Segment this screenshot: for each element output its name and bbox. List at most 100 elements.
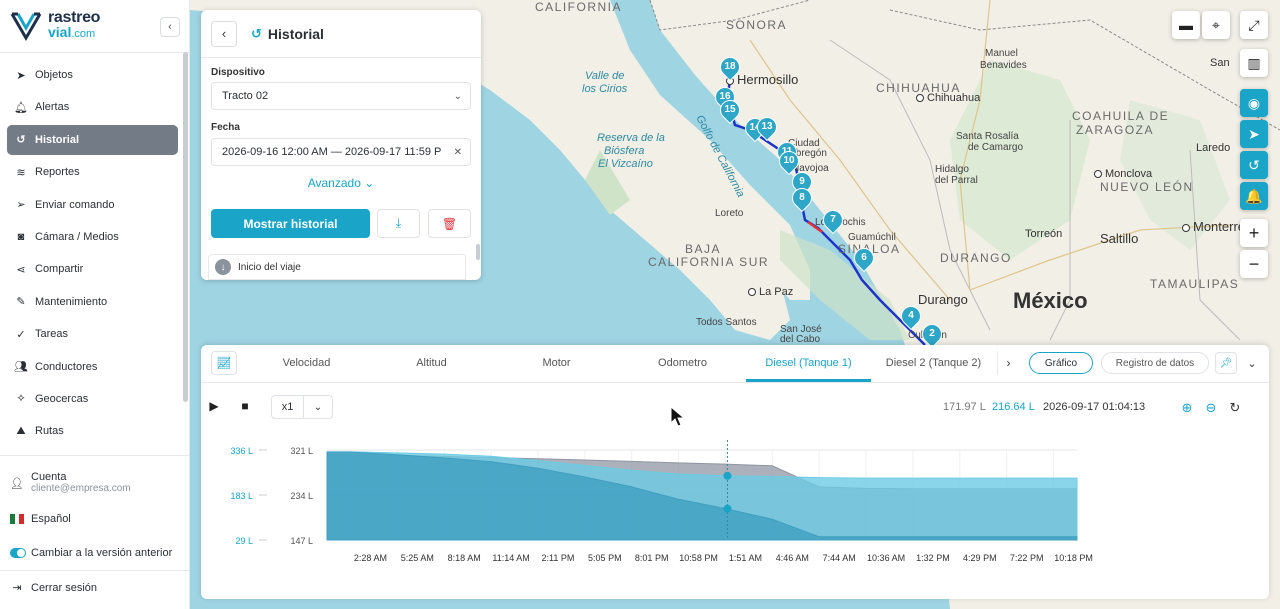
- device-select[interactable]: Tracto 02 ⌄: [211, 82, 471, 110]
- view-chart-button[interactable]: Gráfico: [1029, 352, 1093, 374]
- map-layers-icon[interactable]: ▥: [1240, 49, 1268, 77]
- tab-diesel-tanque-1[interactable]: Diesel (Tanque 1): [746, 345, 871, 382]
- map-label-nuevo-leon: NUEVO LEÓN: [1100, 180, 1194, 194]
- x-tick-label: 1:32 PM: [916, 553, 950, 563]
- sidebar-item-label: Alertas: [35, 101, 70, 114]
- route-marker-16[interactable]: 16: [710, 82, 740, 113]
- delete-button[interactable]: 🗑︎: [428, 209, 471, 238]
- left-tick-label: 29 L: [235, 536, 253, 546]
- sidebar-item-geocercas[interactable]: ⟡ Geocercas: [7, 384, 178, 414]
- sidebar-item-label: Tareas: [35, 328, 69, 341]
- show-history-button[interactable]: Mostrar historial: [211, 209, 370, 238]
- advanced-toggle[interactable]: Avanzado ⌄: [201, 176, 481, 190]
- tab-diesel-tanque-2[interactable]: Diesel 2 (Tanque 2): [885, 357, 982, 369]
- collapse-panel-button[interactable]: ⌄: [1241, 352, 1263, 374]
- zoom-in-icon[interactable]: +: [1240, 219, 1268, 247]
- chart-reset-icon[interactable]: ↻: [1229, 400, 1241, 415]
- language-label: Español: [31, 513, 71, 525]
- sidebar-item-reportes[interactable]: ≋ Reportes: [7, 157, 178, 187]
- sidebar-item-rutas[interactable]: ⛰︎ Rutas: [7, 416, 178, 446]
- trip-start-item[interactable]: ↓ Inicio del viaje: [208, 254, 466, 280]
- binoculars-icon[interactable]: ◉: [1240, 89, 1268, 117]
- chevron-down-icon: ⌄: [313, 401, 323, 413]
- logout-label: Cerrar sesión: [31, 581, 98, 594]
- tab-motor[interactable]: Motor: [542, 357, 571, 369]
- logout-item[interactable]: ⇥ Cerrar sesión: [10, 581, 180, 595]
- map-city-monclova: Monclova: [1094, 168, 1152, 180]
- playback-speed-select[interactable]: x1 ⌄: [271, 395, 333, 419]
- map-label-coahuila: COAHUILA DE: [1072, 109, 1170, 123]
- x-tick-label: 8:18 AM: [448, 553, 481, 563]
- route-marker-4[interactable]: 4: [896, 301, 926, 332]
- readout-blue-value: 216.64 L: [992, 401, 1035, 413]
- sidebar-item-mantenimiento[interactable]: ✎ Mantenimiento: [7, 287, 178, 317]
- ruler-icon[interactable]: ▬: [1172, 11, 1200, 39]
- clear-icon[interactable]: ✕: [453, 146, 462, 158]
- route-marker-10[interactable]: 10: [774, 146, 804, 177]
- sidebar-item-alertas[interactable]: 🔔︎ Alertas: [7, 92, 178, 122]
- sidebar-scrollbar[interactable]: [183, 52, 188, 402]
- view-log-button[interactable]: Registro de datos: [1101, 352, 1209, 374]
- map-city-hidalgo: Hidalgo: [935, 164, 969, 175]
- route-marker-6[interactable]: 6: [849, 243, 879, 274]
- pin-button[interactable]: 📌︎: [1215, 352, 1237, 374]
- route-marker-14[interactable]: 14: [740, 113, 770, 144]
- map-label-california: CALIFORNIA: [535, 0, 623, 14]
- mouse-cursor-icon: [670, 406, 686, 427]
- route-marker-8[interactable]: 8: [787, 183, 817, 214]
- x-tick-label: 4:46 AM: [776, 553, 809, 563]
- alert-bell-icon[interactable]: 🔔: [1240, 182, 1268, 210]
- route-marker-13[interactable]: 13: [752, 112, 782, 143]
- device-label: Dispositivo: [211, 67, 265, 78]
- x-tick-label: 7:44 AM: [823, 553, 856, 563]
- account-item[interactable]: 👤︎ Cuenta cliente@empresa.com: [10, 471, 180, 495]
- download-button[interactable]: ⤓: [377, 209, 420, 238]
- map-water-reserva: Reserva de la: [597, 132, 665, 144]
- x-tick-label: 2:11 PM: [542, 553, 575, 563]
- logo[interactable]: rastreo vial.com: [10, 10, 100, 42]
- sidebar-item-conductores[interactable]: 👥︎ Conductores: [7, 352, 178, 382]
- zoom-out-icon[interactable]: −: [1240, 250, 1268, 278]
- map-label-baja: BAJA: [685, 242, 722, 256]
- chart-zoom-out-icon[interactable]: ⊖: [1205, 400, 1217, 415]
- stop-button[interactable]: ■: [236, 397, 254, 415]
- sidebar-item-tareas[interactable]: ✓ Tareas: [7, 319, 178, 349]
- locate-icon[interactable]: ⌖: [1202, 11, 1230, 39]
- route-marker-7[interactable]: 7: [818, 205, 848, 236]
- historial-panel: ‹ ↺ Historial Dispositivo Tracto 02 ⌄ Fec…: [201, 10, 481, 280]
- sidebar-item-label: Objetos: [35, 69, 73, 81]
- date-range-input[interactable]: 2026-09-16 12:00 AM — 2026-09-17 11:59 P…: [211, 138, 471, 166]
- switch-version-item[interactable]: Cambiar a la versión anterior: [10, 547, 180, 559]
- chart-series: [326, 440, 1078, 541]
- chart-toggle-button[interactable]: 📈︎: [211, 351, 237, 375]
- sensor-tabs: 📈︎ Velocidad Altitud Motor Odometro Dies…: [201, 345, 1269, 383]
- navigate-icon[interactable]: ➤: [1240, 120, 1268, 148]
- tab-odometro[interactable]: Odometro: [658, 357, 707, 369]
- fuel-chart[interactable]: 336 L 183 L 29 L 321 L 234 L 147 L 2:28 AM 5:25…: [201, 437, 1269, 577]
- tabs-next-button[interactable]: ›: [997, 351, 1019, 375]
- route-marker-18[interactable]: 18: [715, 52, 745, 83]
- sidebar-item-camara[interactable]: ◙ Cámara / Medios: [7, 222, 178, 252]
- back-button[interactable]: ‹: [211, 20, 237, 47]
- sidebar-item-enviar-comando[interactable]: ➢ Enviar comando: [7, 190, 178, 220]
- tab-altitud[interactable]: Altitud: [416, 357, 447, 369]
- play-button[interactable]: ▶: [205, 397, 223, 415]
- route-marker-2[interactable]: 2: [917, 319, 947, 350]
- collapse-sidebar-button[interactable]: ‹: [160, 17, 180, 37]
- language-item[interactable]: Español: [10, 513, 180, 525]
- route-marker-9[interactable]: 9: [787, 167, 817, 198]
- sidebar-item-compartir[interactable]: ⋖ Compartir: [7, 254, 178, 284]
- toggle-switch[interactable]: [10, 548, 26, 558]
- sidebar-item-objetos[interactable]: ➤ Objetos: [7, 60, 178, 90]
- history-map-icon[interactable]: ↺: [1240, 151, 1268, 179]
- sidebar-item-historial[interactable]: ↺ Historial: [7, 124, 178, 155]
- play-icon: ▶: [209, 399, 219, 413]
- panel-scrollbar[interactable]: [476, 244, 480, 260]
- chart-zoom-in-icon[interactable]: ⊕: [1181, 400, 1193, 415]
- fullscreen-icon[interactable]: ⤢: [1240, 11, 1268, 39]
- x-tick-label: 7:22 PM: [1010, 553, 1044, 563]
- map-city-de-camargo: de Camargo: [968, 142, 1024, 153]
- route-marker-15[interactable]: 15: [715, 95, 745, 126]
- account-email: cliente@empresa.com: [31, 483, 131, 494]
- tab-velocidad[interactable]: Velocidad: [282, 357, 331, 369]
